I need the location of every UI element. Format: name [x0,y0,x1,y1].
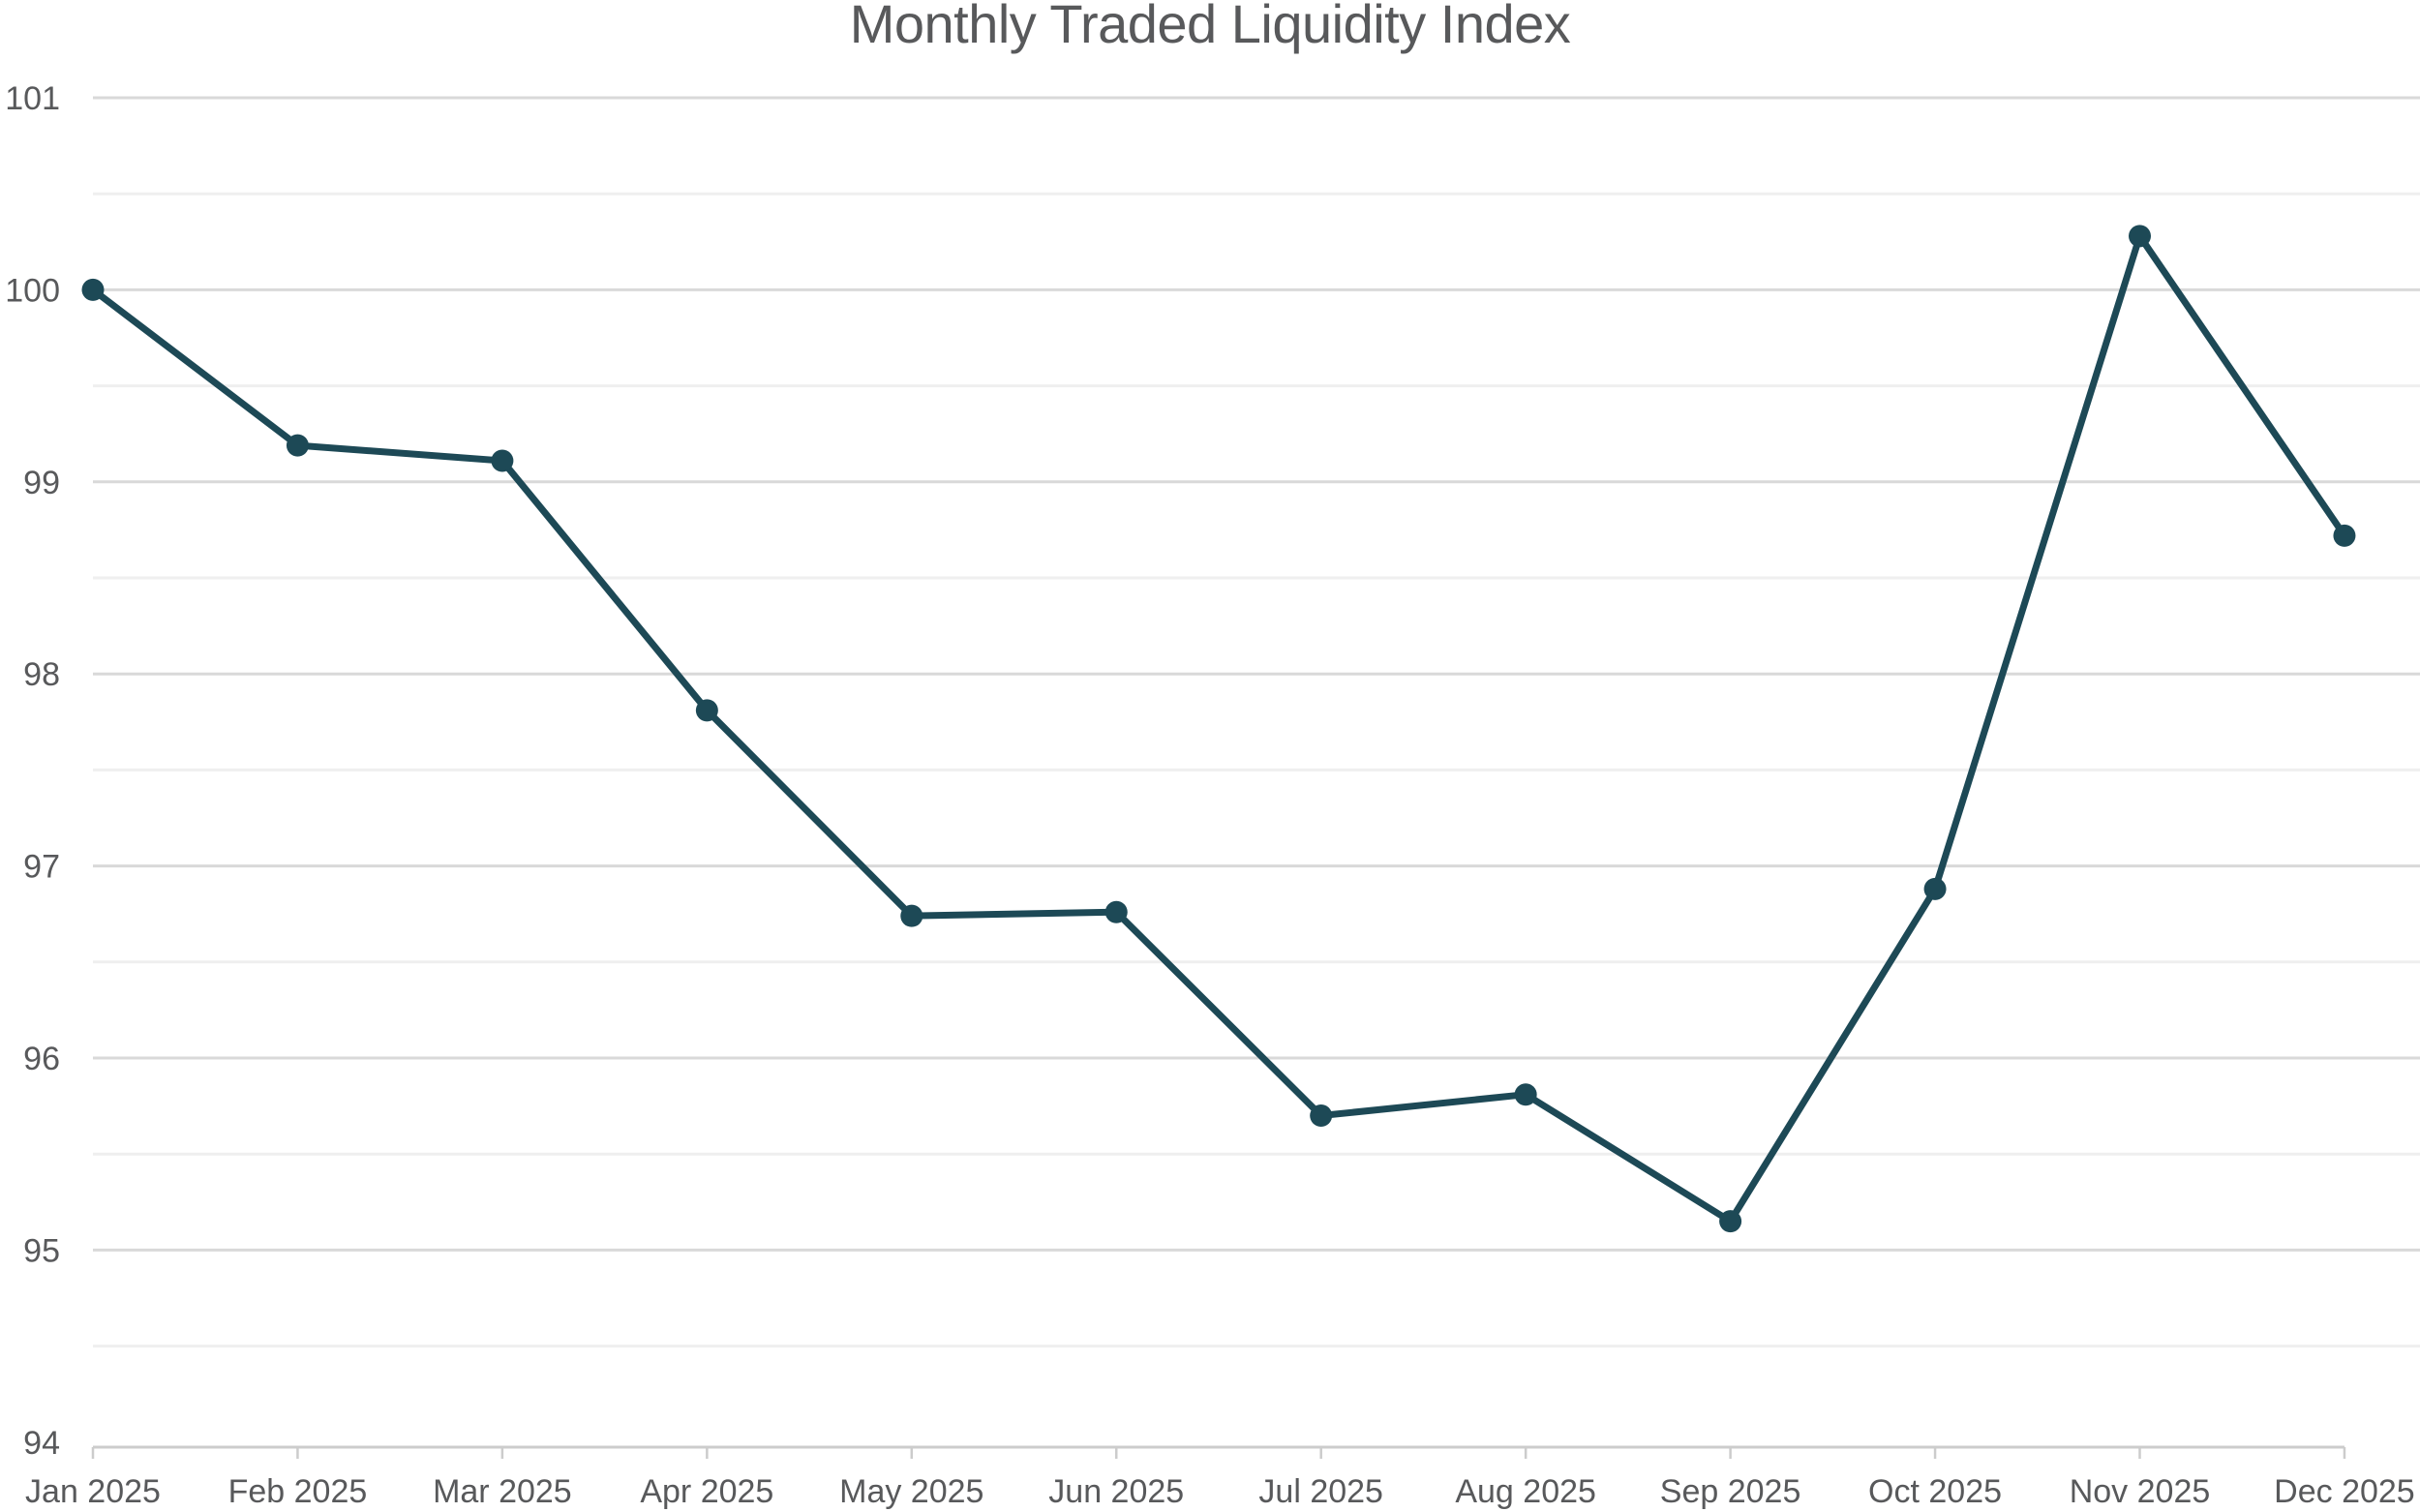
data-point-marker [1310,1104,1333,1128]
y-tick-label: 98 [23,656,60,693]
y-tick-label: 101 [5,80,60,117]
x-tick-label: Jul 2025 [1258,1473,1383,1510]
data-point-marker [491,449,514,472]
data-point-marker [2129,225,2151,248]
data-point-marker [900,904,923,927]
x-tick-label: May 2025 [839,1473,983,1510]
x-tick-label: Apr 2025 [640,1473,773,1510]
x-tick-label: Dec 2025 [2274,1473,2415,1510]
x-tick-label: Sep 2025 [1660,1473,1801,1510]
data-point-marker [695,699,718,722]
data-point-marker [1514,1083,1537,1106]
data-point-marker [2333,524,2356,547]
data-point-marker [1719,1210,1742,1233]
chart-title: Monthly Traded Liquidity Index [849,0,1571,54]
data-point-marker [286,434,309,457]
data-point-marker [1923,877,1947,900]
x-tick-label: Jun 2025 [1048,1473,1184,1510]
y-tick-label: 100 [5,272,60,309]
x-tick-label: Aug 2025 [1455,1473,1596,1510]
data-line [89,232,2348,1225]
x-tick-label: Feb 2025 [228,1473,368,1510]
data-point-marker [81,278,105,301]
y-tick-label: 97 [23,849,60,886]
x-tick-label: Mar 2025 [433,1473,572,1510]
y-tick-label: 95 [23,1232,60,1269]
data-point-marker [1104,900,1128,923]
x-tick-label: Nov 2025 [2070,1473,2211,1510]
x-tick-label: Oct 2025 [1868,1473,2002,1510]
y-tick-label: 96 [23,1041,60,1077]
y-tick-label: 94 [23,1425,60,1462]
x-tick-label: Jan 2025 [25,1473,161,1510]
y-tick-label: 99 [23,465,60,501]
